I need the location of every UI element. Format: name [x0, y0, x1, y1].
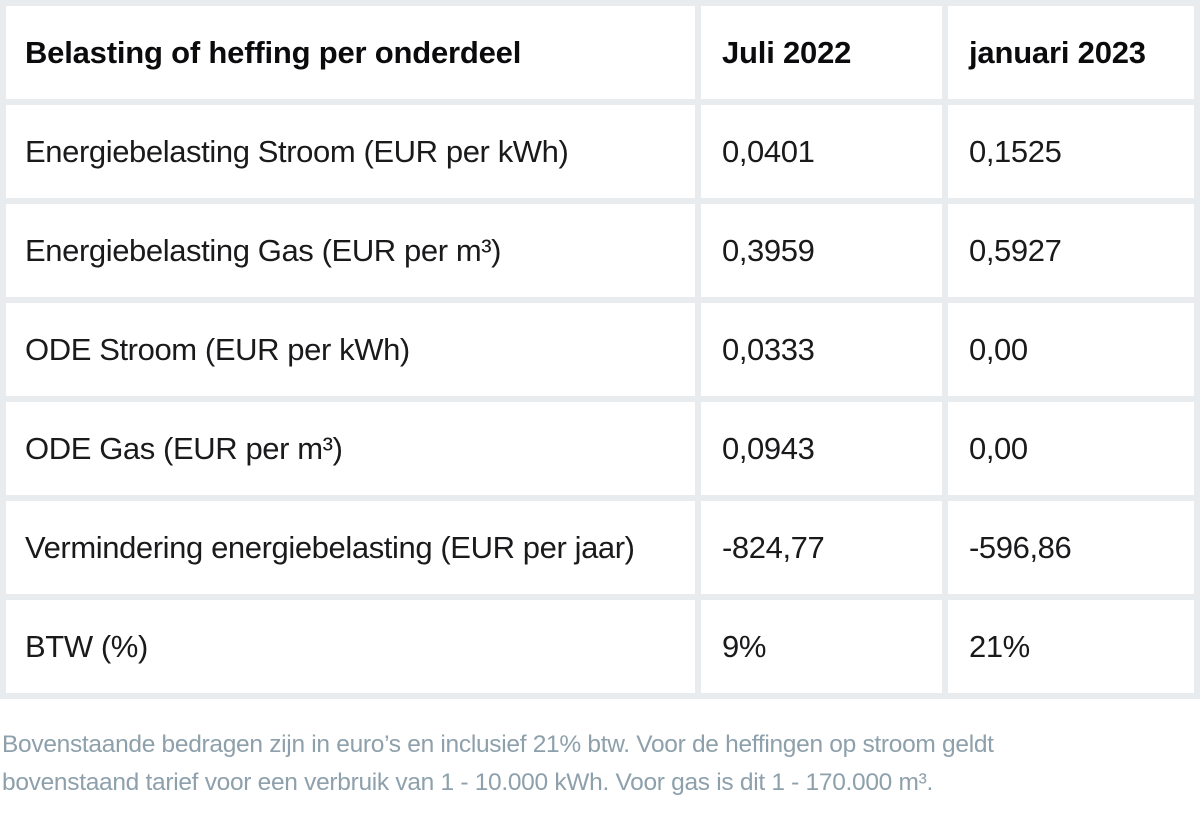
row-label-vermindering-energiebelasting: Vermindering energiebelasting (EUR per j…	[6, 501, 695, 594]
row-label-ode-gas: ODE Gas (EUR per m³)	[6, 402, 695, 495]
header-cell-juli-2022: Juli 2022	[701, 6, 942, 99]
footnote-text: Bovenstaande bedragen zijn in euro’s en …	[2, 731, 994, 796]
value-energiebelasting-gas-juli-2022: 0,3959	[701, 204, 942, 297]
row-label-btw: BTW (%)	[6, 600, 695, 693]
row-label-ode-stroom: ODE Stroom (EUR per kWh)	[6, 303, 695, 396]
header-cell-category: Belasting of heffing per onderdeel	[6, 6, 695, 99]
value-vermindering-juli-2022: -824,77	[701, 501, 942, 594]
tax-rates-table: Belasting of heffing per onderdeel Juli …	[0, 0, 1200, 699]
value-btw-januari-2023: 21%	[948, 600, 1194, 693]
value-vermindering-januari-2023: -596,86	[948, 501, 1194, 594]
value-btw-juli-2022: 9%	[701, 600, 942, 693]
value-energiebelasting-stroom-januari-2023: 0,1525	[948, 105, 1194, 198]
header-cell-januari-2023: januari 2023	[948, 6, 1194, 99]
value-ode-stroom-januari-2023: 0,00	[948, 303, 1194, 396]
value-ode-gas-juli-2022: 0,0943	[701, 402, 942, 495]
row-label-energiebelasting-stroom: Energiebelasting Stroom (EUR per kWh)	[6, 105, 695, 198]
row-label-energiebelasting-gas: Energiebelasting Gas (EUR per m³)	[6, 204, 695, 297]
value-energiebelasting-stroom-juli-2022: 0,0401	[701, 105, 942, 198]
value-energiebelasting-gas-januari-2023: 0,5927	[948, 204, 1194, 297]
value-ode-gas-januari-2023: 0,00	[948, 402, 1194, 495]
value-ode-stroom-juli-2022: 0,0333	[701, 303, 942, 396]
